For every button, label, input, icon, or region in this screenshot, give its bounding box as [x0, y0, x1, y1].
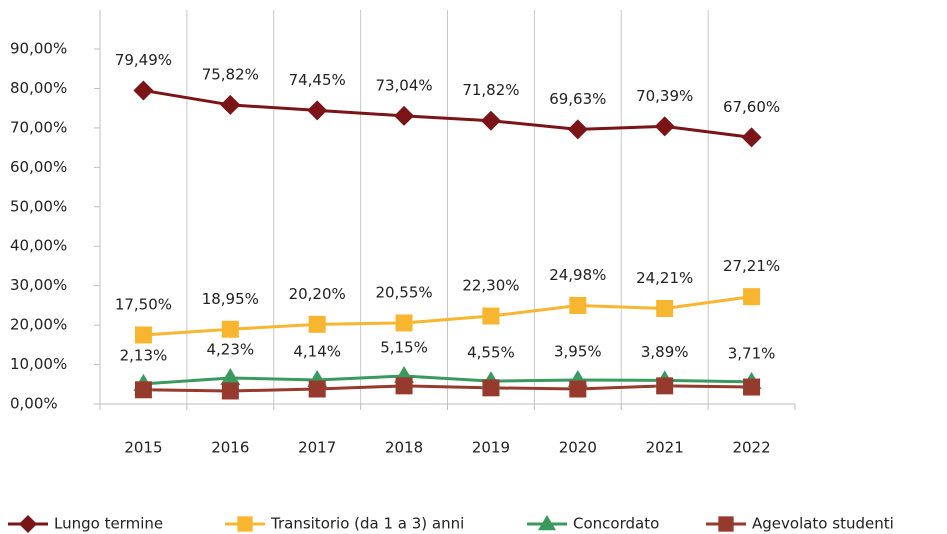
marker: [482, 379, 500, 397]
series-line: [143, 374, 752, 386]
data-label: 73,04%: [375, 76, 432, 94]
series-line: [143, 384, 752, 393]
x-tick-label: 2022: [732, 439, 770, 457]
marker: [307, 100, 328, 121]
series-line: [143, 295, 752, 337]
data-label: 69,63%: [549, 90, 606, 108]
x-tick-label: 2021: [646, 439, 684, 457]
marker: [656, 300, 674, 318]
data-label: 3,95%: [554, 342, 602, 360]
x-tick-label: 2016: [211, 439, 249, 457]
marker: [394, 105, 415, 126]
data-label: 70,39%: [636, 87, 693, 105]
marker: [656, 377, 674, 395]
data-label: 22,30%: [462, 277, 519, 295]
data-label: 24,21%: [636, 269, 693, 287]
marker: [220, 367, 241, 385]
marker: [133, 80, 154, 101]
marker: [567, 119, 588, 140]
marker: [395, 377, 413, 395]
y-tick-label: 80,00%: [10, 79, 67, 97]
data-label: 17,50%: [115, 295, 172, 313]
legend-label: Agevolato studenti: [752, 515, 894, 533]
marker: [482, 307, 500, 325]
data-label: 74,45%: [289, 71, 346, 89]
marker: [569, 296, 587, 314]
data-label: 4,55%: [467, 344, 515, 362]
marker: [221, 382, 239, 400]
data-label: 4,23%: [206, 340, 254, 358]
marker: [395, 314, 413, 332]
legend-label: Lungo termine: [54, 515, 163, 533]
y-tick-label: 90,00%: [10, 40, 67, 58]
marker: [220, 94, 241, 115]
series-line: [143, 88, 752, 139]
y-tick-label: 0,00%: [10, 395, 58, 413]
x-tick-label: 2018: [385, 439, 423, 457]
data-label: 2,13%: [120, 346, 168, 364]
marker: [19, 515, 37, 533]
x-tick-label: 2017: [298, 439, 336, 457]
data-label: 20,55%: [375, 283, 432, 301]
legend-label: Transitorio (da 1 a 3) anni: [270, 515, 464, 533]
data-label: 75,82%: [202, 65, 259, 83]
x-tick-label: 2015: [124, 439, 162, 457]
data-label: 3,71%: [728, 344, 776, 362]
x-tick-label: 2019: [472, 439, 510, 457]
y-tick-label: 70,00%: [10, 118, 67, 136]
data-label: 24,98%: [549, 266, 606, 284]
data-label: 27,21%: [723, 257, 780, 275]
marker: [743, 288, 761, 306]
marker: [134, 326, 152, 344]
y-tick-label: 60,00%: [10, 158, 67, 176]
marker: [134, 381, 152, 399]
marker: [237, 516, 253, 532]
data-label: 3,89%: [641, 343, 689, 361]
marker: [718, 516, 734, 532]
marker: [221, 320, 239, 338]
x-tick-label: 2020: [559, 439, 597, 457]
data-label: 5,15%: [380, 338, 428, 356]
data-label: 71,82%: [462, 81, 519, 99]
data-label: 4,14%: [293, 342, 341, 360]
marker: [743, 378, 761, 396]
data-label: 79,49%: [115, 51, 172, 69]
marker: [654, 116, 675, 137]
marker: [538, 515, 556, 531]
y-tick-label: 10,00%: [10, 355, 67, 373]
y-tick-label: 20,00%: [10, 316, 67, 334]
marker: [480, 110, 501, 131]
data-label: 18,95%: [202, 290, 259, 308]
data-label: 20,20%: [289, 285, 346, 303]
marker: [569, 380, 587, 398]
marker: [308, 315, 326, 333]
marker: [308, 380, 326, 398]
marker: [741, 127, 762, 148]
y-tick-label: 40,00%: [10, 237, 67, 255]
y-tick-label: 30,00%: [10, 276, 67, 294]
y-tick-label: 50,00%: [10, 197, 67, 215]
legend-label: Concordato: [573, 515, 659, 533]
data-label: 67,60%: [723, 98, 780, 116]
